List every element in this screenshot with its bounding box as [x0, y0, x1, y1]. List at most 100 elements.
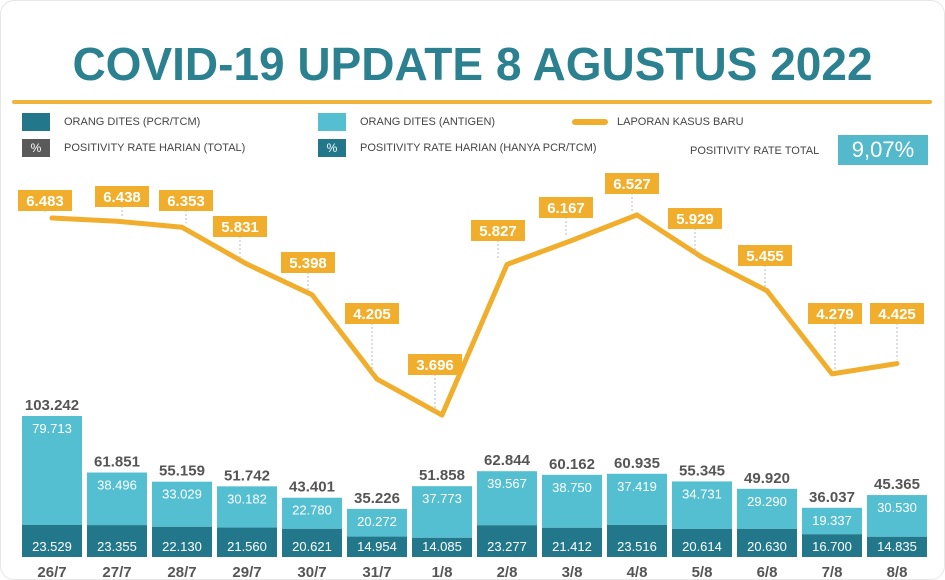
- bar-antigen: [347, 508, 407, 537]
- legend-pcr: ORANG DITES (PCR/TCM): [64, 116, 201, 128]
- category-label: 3/8: [562, 564, 583, 580]
- legend-swatch-antigen: [318, 113, 346, 131]
- case-label-box: [345, 303, 399, 324]
- bar-pcr: [347, 536, 407, 557]
- case-label: 5.455: [746, 248, 784, 265]
- label-pcr: 21.560: [227, 539, 267, 554]
- bar-antigen: [867, 495, 927, 537]
- label-antigen: 79.713: [32, 421, 72, 436]
- label-total: 51.742: [224, 467, 270, 484]
- legend-swatch-pcr: [22, 113, 50, 131]
- bar-pcr: [152, 526, 212, 557]
- case-label-box: [870, 303, 924, 324]
- label-total: 51.858: [419, 467, 465, 484]
- bar-antigen: [87, 472, 147, 526]
- label-pcr: 16.700: [812, 539, 852, 554]
- case-label-box: [738, 245, 792, 266]
- label-antigen: 20.272: [357, 514, 397, 529]
- label-antigen: 30.182: [227, 491, 267, 506]
- label-pcr: 20.614: [682, 539, 722, 554]
- label-total: 60.162: [549, 456, 595, 473]
- category-label: 27/7: [102, 564, 131, 580]
- label-antigen: 37.773: [422, 491, 462, 506]
- case-label: 4.205: [353, 306, 391, 323]
- label-total: 36.037: [809, 489, 855, 506]
- label-total: 45.365: [874, 476, 920, 493]
- title-divider: [12, 100, 932, 104]
- bar-pcr: [867, 536, 927, 557]
- legend-swatch-rate-pcr: %: [318, 139, 346, 157]
- case-label-box: [408, 354, 462, 375]
- category-label: 2/8: [497, 564, 518, 580]
- case-label-box: [471, 220, 525, 241]
- label-pcr: 14.835: [877, 539, 917, 554]
- category-label: 29/7: [232, 564, 261, 580]
- bar-antigen: [672, 481, 732, 529]
- label-total: 103.242: [25, 397, 79, 414]
- case-label: 3.696: [416, 357, 454, 374]
- bar-pcr: [217, 527, 277, 557]
- label-total: 43.401: [289, 479, 335, 496]
- case-label: 5.398: [289, 255, 327, 272]
- label-pcr: 23.277: [487, 539, 527, 554]
- case-label: 6.483: [26, 193, 64, 210]
- label-total: 35.226: [354, 490, 400, 507]
- label-total: 62.844: [484, 452, 531, 469]
- label-pcr: 21.412: [552, 539, 592, 554]
- label-total: 60.935: [614, 455, 660, 472]
- bar-antigen: [542, 474, 602, 528]
- category-label: 1/8: [432, 564, 453, 580]
- label-pcr: 23.516: [617, 539, 657, 554]
- case-label-box: [95, 186, 149, 207]
- rate-total-label: POSITIVITY RATE TOTAL: [690, 145, 820, 157]
- case-label: 4.279: [816, 306, 854, 323]
- bar-antigen: [152, 481, 212, 527]
- case-label-box: [213, 216, 267, 237]
- label-antigen: 34.731: [682, 486, 722, 501]
- label-antigen: 37.419: [617, 479, 657, 494]
- bar-pcr: [542, 527, 602, 557]
- category-label: 8/8: [887, 564, 908, 580]
- legend-swatch-cases: [572, 119, 608, 125]
- legend-cases: LAPORAN KASUS BARU: [617, 116, 744, 128]
- case-label-box: [159, 190, 213, 211]
- bar-antigen: [802, 507, 862, 535]
- case-label: 5.827: [479, 223, 517, 240]
- label-antigen: 19.337: [812, 513, 852, 528]
- category-label: 31/7: [362, 564, 391, 580]
- label-antigen: 22.780: [292, 503, 332, 518]
- label-antigen: 39.567: [487, 476, 527, 491]
- line-cases: [49, 212, 900, 418]
- label-pcr: 14.954: [357, 539, 397, 554]
- label-total: 49.920: [744, 470, 790, 487]
- case-label: 6.353: [167, 193, 205, 210]
- case-label-box: [668, 208, 722, 229]
- case-label: 6.167: [547, 200, 585, 217]
- bar-antigen: [217, 486, 277, 528]
- case-label-box: [539, 197, 593, 218]
- rate-total-value: 9,07%: [838, 135, 928, 165]
- label-antigen: 38.496: [97, 478, 137, 493]
- bar-antigen: [282, 497, 342, 529]
- bar-pcr: [282, 528, 342, 557]
- bar-pcr: [672, 528, 732, 557]
- bar-pcr: [607, 524, 667, 557]
- label-pcr: 23.355: [97, 539, 137, 554]
- bar-pcr: [737, 528, 797, 557]
- label-antigen: 33.029: [162, 487, 202, 502]
- legend-swatch-rate-total: %: [22, 139, 50, 157]
- category-label: 6/8: [757, 564, 778, 580]
- chart-title: COVID-19 UPDATE 8 AGUSTUS 2022: [72, 38, 873, 90]
- legend-antigen: ORANG DITES (ANTIGEN): [360, 116, 496, 128]
- case-label: 5.929: [676, 211, 714, 228]
- category-label: 4/8: [627, 564, 648, 580]
- case-label-box: [18, 190, 72, 211]
- bar-antigen: [412, 486, 472, 538]
- case-label-box: [605, 173, 659, 194]
- bar-antigen: [607, 473, 667, 525]
- category-label: 26/7: [37, 564, 66, 580]
- case-label: 6.438: [103, 189, 141, 206]
- bar-pcr: [22, 524, 82, 557]
- legend-rate-pcr-daily: POSITIVITY RATE HARIAN (HANYA PCR/TCM): [360, 142, 597, 154]
